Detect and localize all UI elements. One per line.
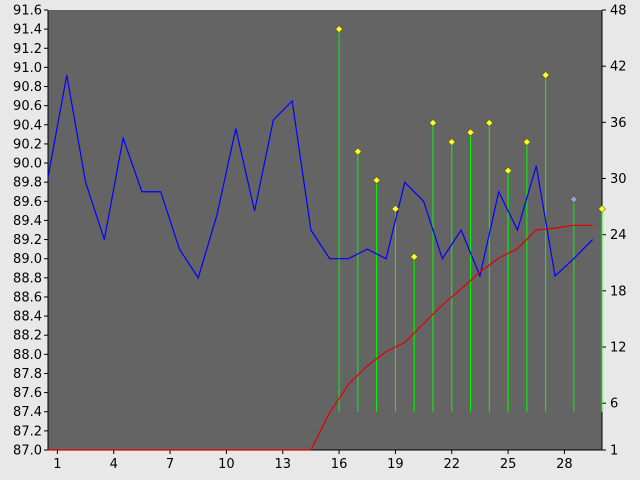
left-tick-label: 90.4: [13, 118, 42, 133]
left-axis: 91.6 91.4 91.2 91.0 90.8 90.6 90.4 90.2 90.0 89.8…: [13, 4, 49, 459]
left-tick-label: 87.2: [13, 424, 42, 439]
stem-marker: [335, 25, 344, 34]
left-tick-label: 87.0: [13, 444, 42, 459]
left-tick-label: 90.6: [13, 99, 42, 114]
x-tick-label: 1: [53, 457, 61, 472]
plot-area: [48, 10, 602, 450]
left-tick-label: 89.0: [13, 252, 42, 267]
stem-marker: [569, 195, 578, 204]
left-tick-label: 91.0: [13, 61, 42, 76]
x-tick-label: 13: [274, 457, 291, 472]
left-tick-label: 91.2: [13, 42, 42, 57]
stem-marker: [485, 118, 494, 127]
stem-marker: [410, 252, 419, 261]
left-tick-label: 87.4: [13, 405, 42, 420]
right-tick-label: 24: [610, 228, 627, 243]
red-series-line: [48, 224, 593, 451]
left-tick-label: 90.2: [13, 137, 42, 152]
left-tick-label: 87.6: [13, 386, 42, 401]
x-tick-label: 28: [556, 457, 573, 472]
x-tick-label: 10: [218, 457, 235, 472]
right-tick-label: 42: [610, 60, 627, 75]
stems-layer: [338, 29, 603, 412]
right-tick-label: 48: [610, 4, 627, 19]
left-tick-label: 88.6: [13, 290, 42, 305]
stem-marker: [522, 138, 531, 146]
left-tick-label: 89.6: [13, 195, 42, 210]
stem-marker: [353, 147, 362, 156]
series-layer: [47, 74, 594, 451]
right-tick-label: 30: [610, 172, 627, 187]
x-tick-label: 4: [110, 457, 118, 472]
blue-series-line: [47, 74, 594, 280]
left-tick-label: 91.6: [13, 4, 42, 19]
stem-marker: [466, 128, 475, 137]
right-tick-label: 6: [610, 397, 618, 412]
x-tick-label: 7: [166, 457, 174, 472]
stem-marker: [447, 138, 456, 146]
markers-layer: [335, 25, 606, 261]
left-tick-label: 87.8: [13, 367, 42, 382]
x-tick-label: 16: [331, 457, 348, 472]
left-tick-label: 88.2: [13, 329, 42, 344]
stem-marker: [391, 205, 400, 213]
x-tick-label: 19: [387, 457, 404, 472]
right-tick-label: 36: [610, 116, 627, 131]
right-tick-label: 12: [610, 341, 627, 356]
left-tick-label: 90.0: [13, 157, 42, 172]
left-tick-label: 90.8: [13, 80, 42, 95]
stem-marker: [429, 118, 437, 127]
right-tick-label: 1: [610, 444, 618, 459]
stem-marker: [598, 205, 606, 213]
x-tick-label: 25: [500, 457, 517, 472]
right-tick-label: 18: [610, 284, 627, 299]
left-tick-label: 89.2: [13, 233, 42, 248]
stem-marker: [541, 71, 550, 79]
stem-marker: [504, 166, 513, 175]
left-tick-label: 88.8: [13, 271, 42, 286]
stem-marker: [372, 176, 381, 185]
x-tick-label: 22: [443, 457, 460, 472]
left-tick-label: 91.4: [13, 23, 42, 38]
left-tick-label: 88.4: [13, 310, 42, 325]
left-tick-label: 89.4: [13, 214, 42, 229]
left-tick-label: 89.8: [13, 176, 42, 191]
left-tick-label: 88.0: [13, 348, 42, 363]
